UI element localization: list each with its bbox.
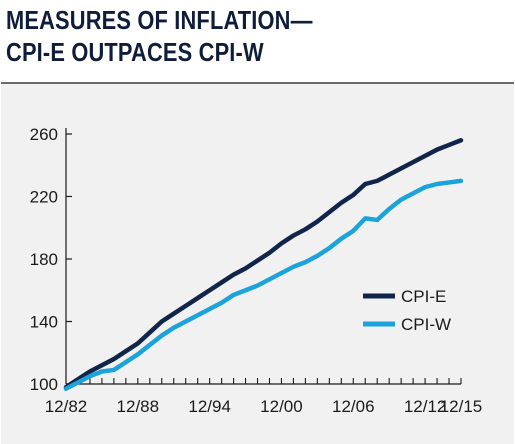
x-tick-label: 12/06 bbox=[332, 397, 375, 416]
series-line-cpi-e bbox=[63, 138, 464, 390]
line-chart: 100 140 180 220 260 12/82 12/88 12/94 12/00 12/06… bbox=[30, 125, 483, 416]
y-tick-label: 260 bbox=[30, 125, 58, 144]
x-tick-label: 12/82 bbox=[45, 397, 88, 416]
title-block: MEASURES OF INFLATION— CPI-E OUTPACES CP… bbox=[6, 4, 511, 68]
x-tick-label: 12/12 bbox=[404, 397, 447, 416]
chart-panel: 100 140 180 220 260 12/82 12/88 12/94 12/00 12/06… bbox=[1, 82, 514, 444]
x-tick-label: 12/94 bbox=[188, 397, 231, 416]
chart-title-line-1: MEASURES OF INFLATION— bbox=[6, 5, 313, 35]
y-tick-label: 180 bbox=[30, 250, 58, 269]
x-tick-label: 12/15 bbox=[440, 397, 483, 416]
y-tick-label: 140 bbox=[30, 313, 58, 332]
legend-label-cpi-e: CPI-E bbox=[401, 287, 446, 306]
chart-legend: CPI-E CPI-W bbox=[363, 287, 451, 334]
y-tick-label: 100 bbox=[30, 375, 58, 394]
x-tick-label: 12/88 bbox=[117, 397, 160, 416]
chart-title-line-2: CPI-E OUTPACES CPI-W bbox=[6, 37, 264, 67]
chart-series bbox=[63, 138, 464, 391]
chart-axes: 100 140 180 220 260 12/82 12/88 12/94 12/00 12/06… bbox=[30, 125, 483, 416]
y-tick-label: 220 bbox=[30, 188, 58, 207]
legend-label-cpi-w: CPI-W bbox=[401, 315, 451, 334]
x-tick-label: 12/00 bbox=[260, 397, 303, 416]
series-line-cpi-w bbox=[63, 178, 464, 391]
